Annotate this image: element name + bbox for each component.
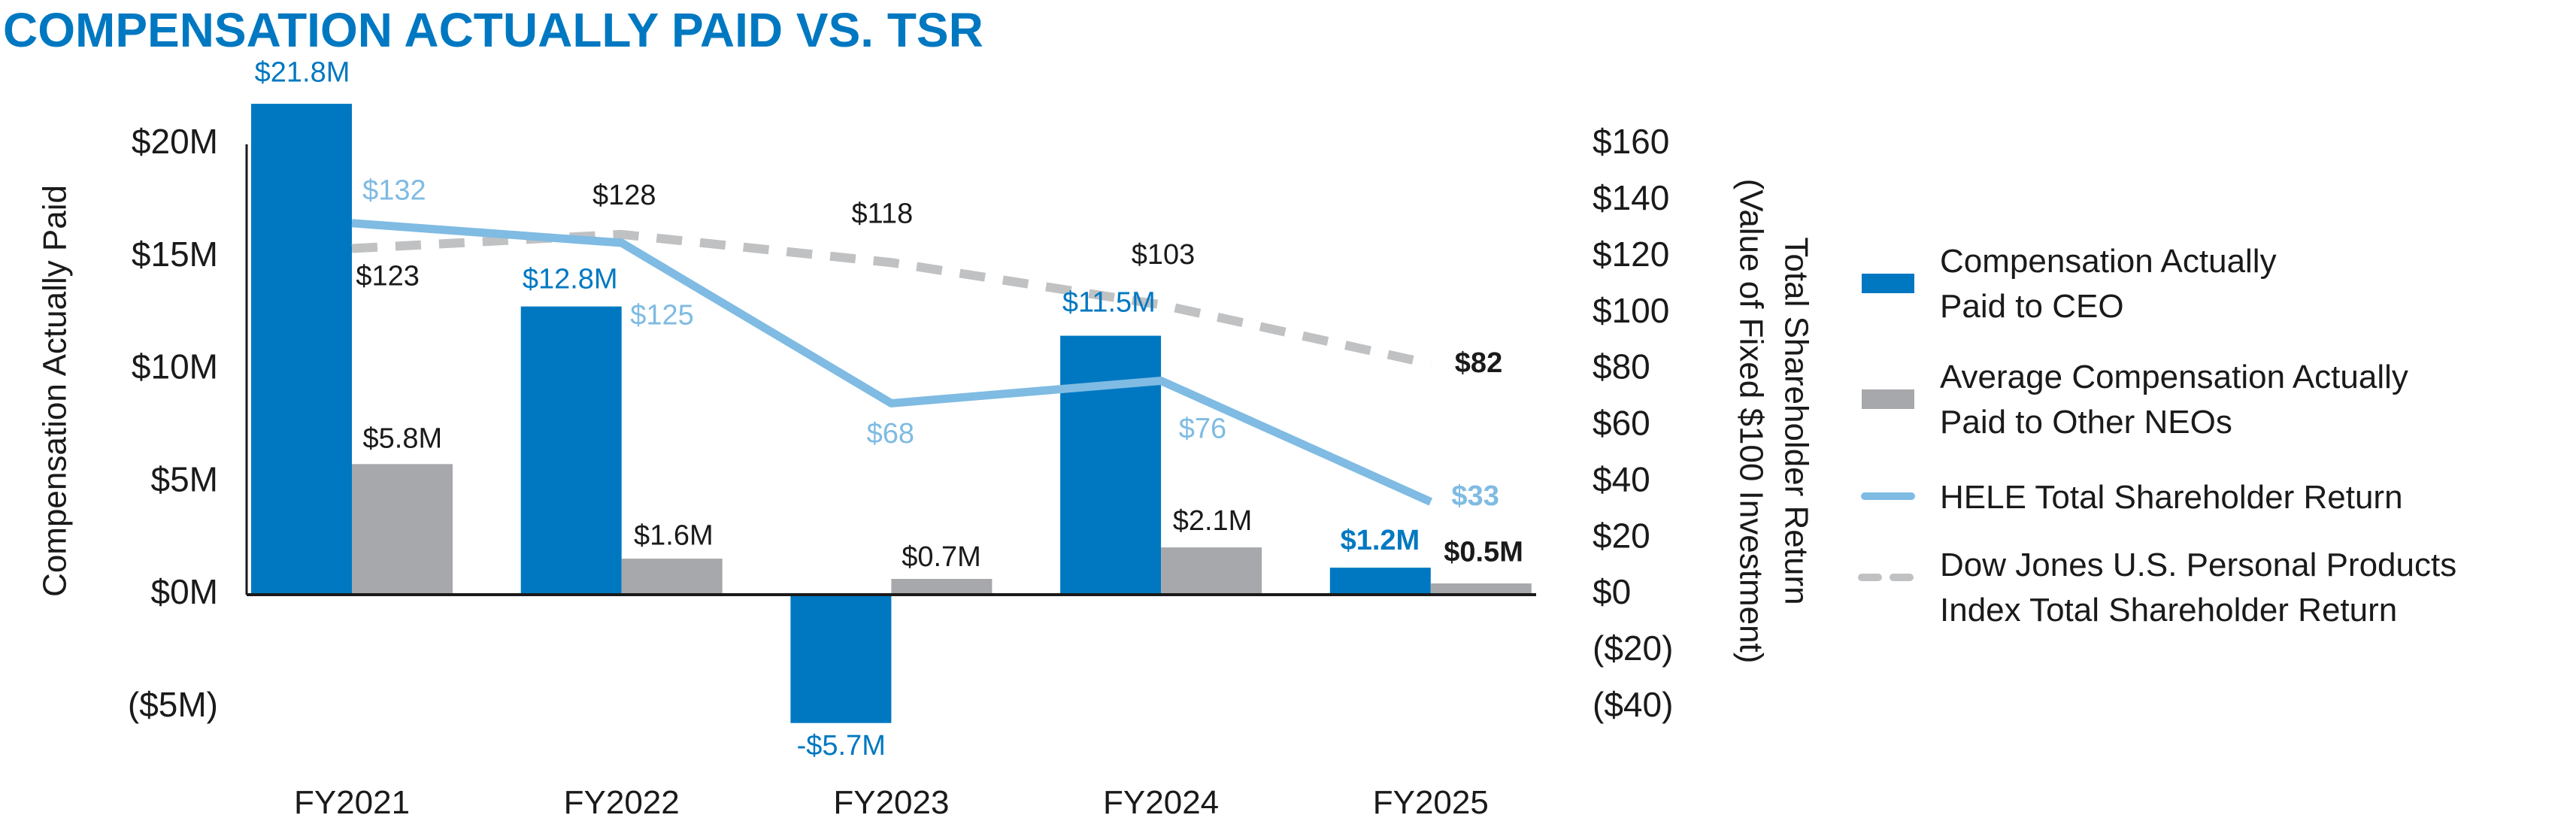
ceo-data-label: $12.8M — [523, 264, 618, 295]
neo-bar — [891, 579, 993, 595]
hele-data-label: $125 — [630, 300, 694, 332]
left-tick-label: $0M — [151, 572, 218, 611]
neo-data-label: $0.5M — [1444, 536, 1523, 568]
legend-label-dj-line2: Index Total Shareholder Return — [1940, 592, 2397, 629]
ceo-data-label: $21.8M — [255, 56, 350, 88]
right-tick-label: $160 — [1593, 122, 1669, 161]
neo-bar — [1430, 583, 1532, 595]
ceo-bar — [790, 595, 892, 723]
category-label: FY2023 — [833, 784, 949, 821]
tsr-lines — [351, 219, 1433, 506]
ceo-bar — [1060, 335, 1162, 595]
dj-data-label: $82 — [1455, 347, 1502, 379]
legend-label-neo-line2: Paid to Other NEOs — [1940, 404, 2232, 441]
neo-data-label: $5.8M — [363, 423, 443, 455]
legend-label-ceo-line2: Paid to CEO — [1940, 288, 2124, 325]
neo-data-label: $0.7M — [902, 541, 981, 573]
legend-label-dj-line1: Dow Jones U.S. Personal Products — [1940, 547, 2456, 583]
bars — [251, 104, 1532, 723]
right-axis-ticks: $160 $140 $120 $100 $80 $60 $40 $20 $0 ($20) ($40) — [1593, 122, 1673, 724]
ceo-data-label: $11.5M — [1062, 286, 1156, 318]
ceo-data-label: -$5.7M — [797, 730, 886, 762]
chart-title: COMPENSATION ACTUALLY PAID VS. TSR — [3, 3, 983, 57]
right-tick-label: $100 — [1593, 291, 1669, 330]
right-tick-label: $0 — [1593, 572, 1631, 611]
right-tick-label: $60 — [1593, 404, 1650, 443]
neo-data-label: $1.6M — [634, 520, 714, 552]
legend-label-ceo-line1: Compensation Actually — [1940, 243, 2277, 280]
category-label: FY2025 — [1373, 784, 1489, 821]
hele-data-label: $76 — [1179, 413, 1226, 445]
neo-data-label: $2.1M — [1173, 505, 1253, 537]
right-axis-title-line1: Total Shareholder Return — [1777, 237, 1814, 604]
ceo-bar — [1329, 568, 1431, 595]
dj-index-tsr-line — [351, 229, 1432, 368]
neo-bar — [1161, 547, 1262, 595]
ceo-bar — [251, 104, 352, 595]
ceo-data-label: $1.2M — [1341, 525, 1420, 556]
right-axis-title-line2: (Value of Fixed $100 Investment) — [1732, 179, 1769, 664]
left-tick-label: $10M — [132, 347, 218, 386]
right-tick-label: $20 — [1593, 516, 1650, 555]
dj-data-label: $118 — [851, 198, 913, 229]
right-tick-label: $140 — [1593, 178, 1669, 217]
hele-data-label: $68 — [867, 418, 914, 450]
legend-label-hele: HELE Total Shareholder Return — [1940, 479, 2403, 516]
hele-data-label: $132 — [362, 175, 426, 207]
category-labels: FY2021 FY2022 FY2023 FY2024 FY2025 — [294, 784, 1489, 821]
neo-bar — [352, 464, 453, 595]
left-tick-label: $5M — [151, 459, 218, 498]
left-tick-label: $15M — [132, 235, 218, 274]
dj-data-label: $128 — [592, 180, 656, 211]
right-tick-label: $80 — [1593, 347, 1650, 386]
left-axis-ticks: $20M $15M $10M $5M $0M ($5M) — [128, 122, 218, 724]
left-axis-title: Compensation Actually Paid — [37, 185, 74, 597]
left-tick-label: $20M — [132, 122, 218, 161]
neo-bar — [621, 559, 723, 595]
hele-tsr-line — [351, 219, 1433, 506]
legend-swatch-ceo — [1862, 274, 1914, 293]
hele-data-label: $33 — [1451, 480, 1499, 512]
legend-swatch-neo — [1862, 389, 1914, 409]
right-tick-label: $40 — [1593, 459, 1650, 498]
dj-data-label: $103 — [1132, 239, 1196, 271]
legend-label-neo-line1: Average Compensation Actually — [1940, 359, 2408, 395]
left-tick-label: ($5M) — [128, 685, 218, 724]
legend: Compensation Actually Paid to CEO Averag… — [1858, 243, 2456, 629]
category-label: FY2022 — [564, 784, 680, 821]
right-tick-label: ($20) — [1593, 629, 1673, 668]
data-labels: $21.8M $12.8M -$5.7M $11.5M $1.2M $5.8M $1.6M $… — [255, 56, 1523, 762]
right-tick-label: $120 — [1593, 235, 1669, 274]
dj-data-label: $123 — [356, 260, 420, 292]
category-label: FY2024 — [1103, 784, 1219, 821]
ceo-bar — [520, 306, 622, 595]
category-label: FY2021 — [294, 784, 410, 821]
right-tick-label: ($40) — [1593, 685, 1673, 724]
